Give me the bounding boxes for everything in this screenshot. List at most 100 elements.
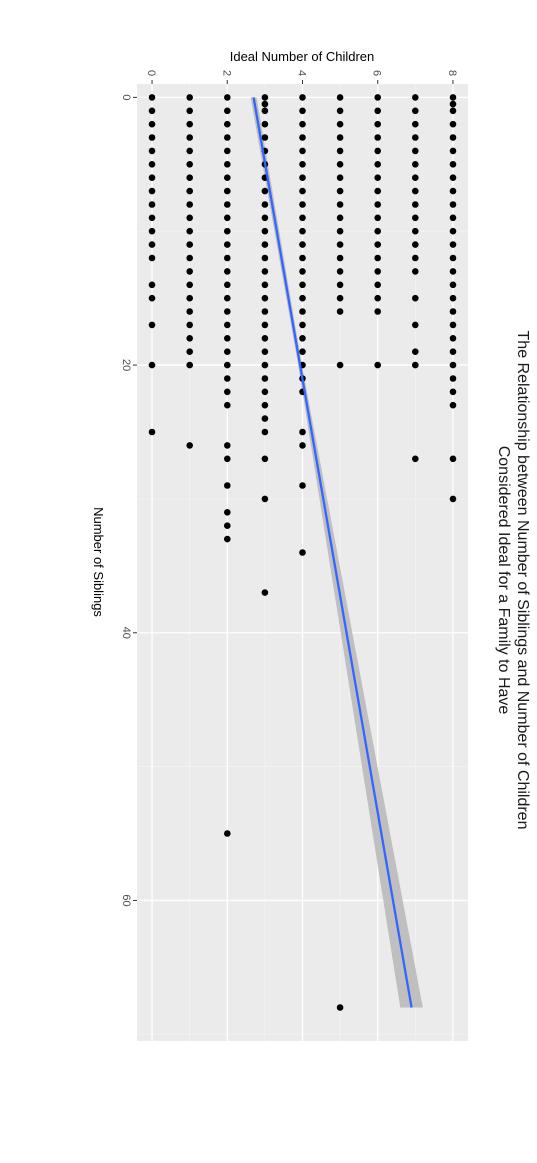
data-point	[261, 388, 269, 396]
data-point	[148, 120, 156, 128]
data-point	[412, 268, 419, 275]
data-point	[412, 254, 419, 262]
data-point	[336, 94, 344, 101]
data-point	[186, 241, 193, 248]
data-point	[374, 161, 382, 168]
data-point	[261, 254, 269, 262]
data-point	[148, 227, 156, 235]
data-point	[299, 348, 306, 356]
data-point	[224, 187, 231, 195]
data-point	[224, 308, 231, 315]
data-point	[449, 348, 457, 356]
y-tick-label: 6	[371, 70, 383, 76]
chart-title: The Relationship between Number of Sibli…	[495, 331, 531, 830]
data-point	[261, 375, 269, 382]
data-point	[224, 335, 231, 342]
data-point	[449, 361, 457, 369]
data-point	[261, 107, 269, 115]
data-point	[412, 214, 419, 222]
data-point	[449, 187, 457, 195]
data-point	[224, 482, 231, 489]
data-point	[261, 361, 269, 369]
data-point	[336, 161, 344, 168]
data-point	[148, 241, 156, 248]
data-point	[224, 455, 231, 463]
data-point	[299, 254, 306, 262]
data-point	[224, 522, 231, 529]
data-point	[449, 401, 457, 409]
data-point	[412, 201, 419, 208]
data-point	[374, 361, 382, 369]
data-point	[374, 214, 382, 222]
data-point	[449, 308, 457, 315]
data-point	[374, 134, 382, 141]
data-point	[374, 94, 382, 101]
data-point	[224, 241, 231, 248]
data-point	[224, 174, 231, 181]
data-point	[148, 428, 156, 436]
x-tick-label: 0	[120, 94, 132, 100]
data-point	[412, 455, 419, 463]
data-point	[412, 94, 419, 101]
data-point	[261, 227, 269, 235]
data-point	[186, 161, 193, 168]
data-point	[261, 94, 269, 101]
data-point	[224, 107, 231, 115]
data-point	[186, 134, 193, 141]
data-point	[412, 361, 419, 369]
data-point	[261, 321, 269, 329]
data-point	[224, 94, 231, 101]
data-point	[449, 100, 457, 108]
data-point	[374, 147, 382, 155]
data-point	[336, 254, 344, 262]
data-point	[299, 241, 306, 248]
data-point	[261, 589, 269, 596]
data-point	[449, 120, 457, 128]
data-point	[224, 201, 231, 208]
data-point	[336, 201, 344, 208]
data-point	[186, 321, 193, 329]
data-point	[186, 268, 193, 275]
data-point	[186, 308, 193, 315]
data-point	[299, 187, 306, 195]
chart-title-line-1: The Relationship between Number of Sibli…	[514, 331, 531, 830]
data-point	[186, 281, 193, 289]
data-point	[148, 281, 156, 289]
data-point	[148, 174, 156, 181]
data-point	[261, 348, 269, 356]
data-point	[261, 201, 269, 208]
data-point	[374, 201, 382, 208]
data-point	[299, 335, 306, 342]
data-point	[299, 294, 306, 302]
data-point	[336, 147, 344, 155]
data-point	[186, 174, 193, 181]
data-point	[261, 308, 269, 315]
data-point	[449, 268, 457, 275]
data-point	[148, 107, 156, 115]
data-point	[449, 134, 457, 141]
data-point	[449, 335, 457, 342]
data-point	[299, 134, 306, 141]
data-point	[336, 1004, 344, 1011]
data-point	[224, 227, 231, 235]
data-point	[224, 281, 231, 289]
data-point	[299, 174, 306, 181]
data-point	[186, 214, 193, 222]
data-point	[224, 134, 231, 141]
data-point	[261, 187, 269, 195]
x-axis-ticks: 0 20 40 60	[120, 94, 137, 907]
data-point	[186, 361, 193, 369]
data-point	[299, 428, 306, 436]
data-point	[224, 442, 231, 449]
data-point	[412, 174, 419, 181]
data-point	[374, 187, 382, 195]
data-point	[412, 348, 419, 356]
data-point	[336, 361, 344, 369]
data-point	[148, 201, 156, 208]
data-point	[374, 227, 382, 235]
data-point	[449, 214, 457, 222]
x-axis-title: Number of Siblings	[91, 507, 106, 617]
data-point	[224, 254, 231, 262]
data-point	[261, 120, 269, 128]
y-axis-title: Ideal Number of Children	[230, 49, 375, 64]
